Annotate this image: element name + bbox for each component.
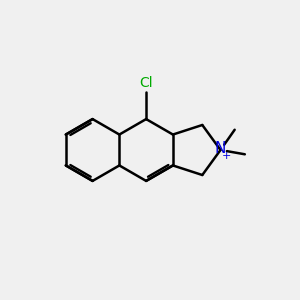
Text: N: N: [215, 141, 226, 156]
Text: +: +: [222, 151, 231, 160]
Text: Cl: Cl: [139, 76, 153, 90]
